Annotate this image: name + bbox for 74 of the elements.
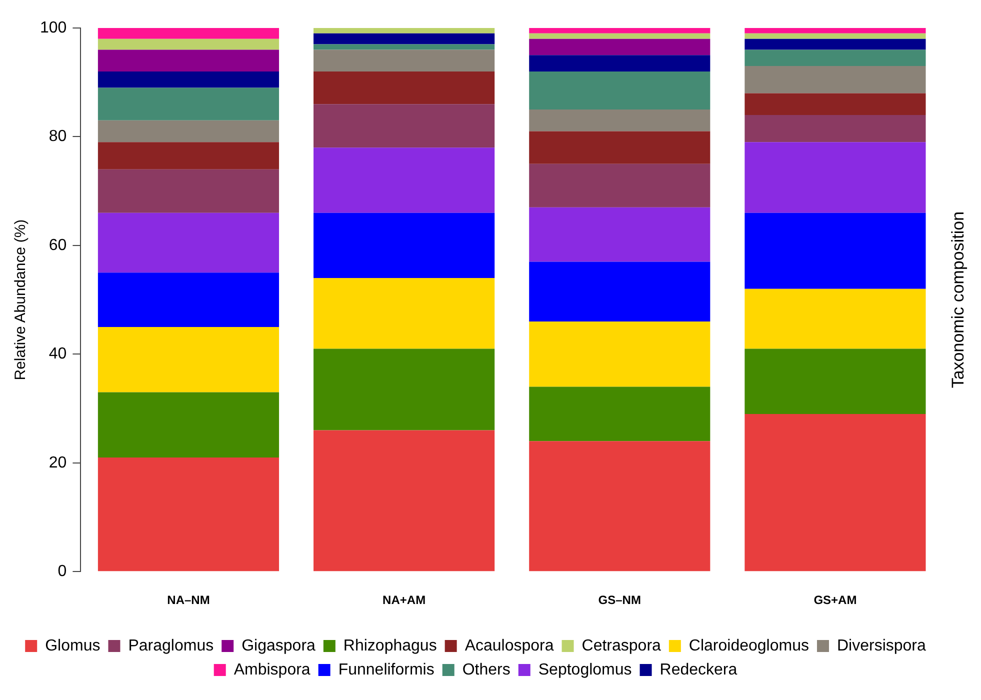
legend-label: Rhizophagus [343,637,437,654]
bar [744,212,926,289]
legend-label: Acaulospora [464,637,554,654]
bar [529,322,710,387]
bar [744,414,926,572]
bar [98,169,280,213]
bar [314,430,495,572]
bar [98,71,280,88]
bar [744,348,926,414]
y-axis-title: Relative Abundance (%) [12,219,30,380]
legend-label: Gigaspora [242,637,316,654]
bar [529,164,710,208]
x-tick-label: GS+AM [814,593,857,608]
text: Taxonomic composition [948,211,968,388]
bar [744,114,926,142]
bar [529,207,710,262]
bar [744,33,926,39]
legend-label: Glomus [45,637,100,654]
bar [314,44,495,50]
bar [529,71,710,110]
bar [744,66,926,94]
y-tick-label: 40 [48,346,67,363]
bar [529,110,710,132]
y-tick-label: 80 [48,128,67,146]
x-tick-label: NA–NM [167,593,210,608]
bar [529,131,710,164]
legend-label: Others [462,661,510,678]
y-tick-label: 20 [48,454,67,472]
bar [744,142,926,213]
bar [314,348,495,430]
legend-label: Diversispora [836,637,926,654]
x-tick-label: GS–NM [598,593,641,608]
bar [98,50,280,72]
bar [314,212,495,278]
legend-label: Cetraspora [582,637,662,654]
legend-label: Redeckera [660,661,738,678]
y-tick-label: 100 [40,19,67,36]
bar [314,28,495,34]
bar [744,288,926,349]
bar [529,33,710,39]
bar [744,38,926,50]
bar [529,262,710,322]
x-tick-label: NA+AM [382,593,426,608]
bar [744,50,926,66]
bar [314,50,495,72]
bar [314,33,495,44]
bar [529,38,710,56]
bar [98,142,280,170]
bar [98,28,280,39]
bar [529,55,710,72]
legend-label: Ambispora [234,661,310,678]
legend-label: Paraglomus [128,637,214,654]
bar [98,272,280,327]
legend-label: Septoglomus [538,661,632,678]
bar [744,93,926,115]
bar [98,120,280,142]
y-tick-label: 60 [48,236,67,254]
bar [98,457,280,572]
bar [529,441,710,572]
bar [314,71,495,104]
bar [98,88,280,120]
bar [314,148,495,213]
bar [744,28,926,34]
bar [98,212,280,273]
legend-label: Funneliformis [338,661,434,678]
bar [529,28,710,34]
legend-label: Claroideoglomus [688,637,809,654]
bar [98,392,280,458]
bar [314,104,495,148]
bar [314,278,495,349]
y-tick-label: 0 [58,563,67,580]
bar [98,38,280,50]
bar [98,326,280,392]
bar [529,386,710,442]
